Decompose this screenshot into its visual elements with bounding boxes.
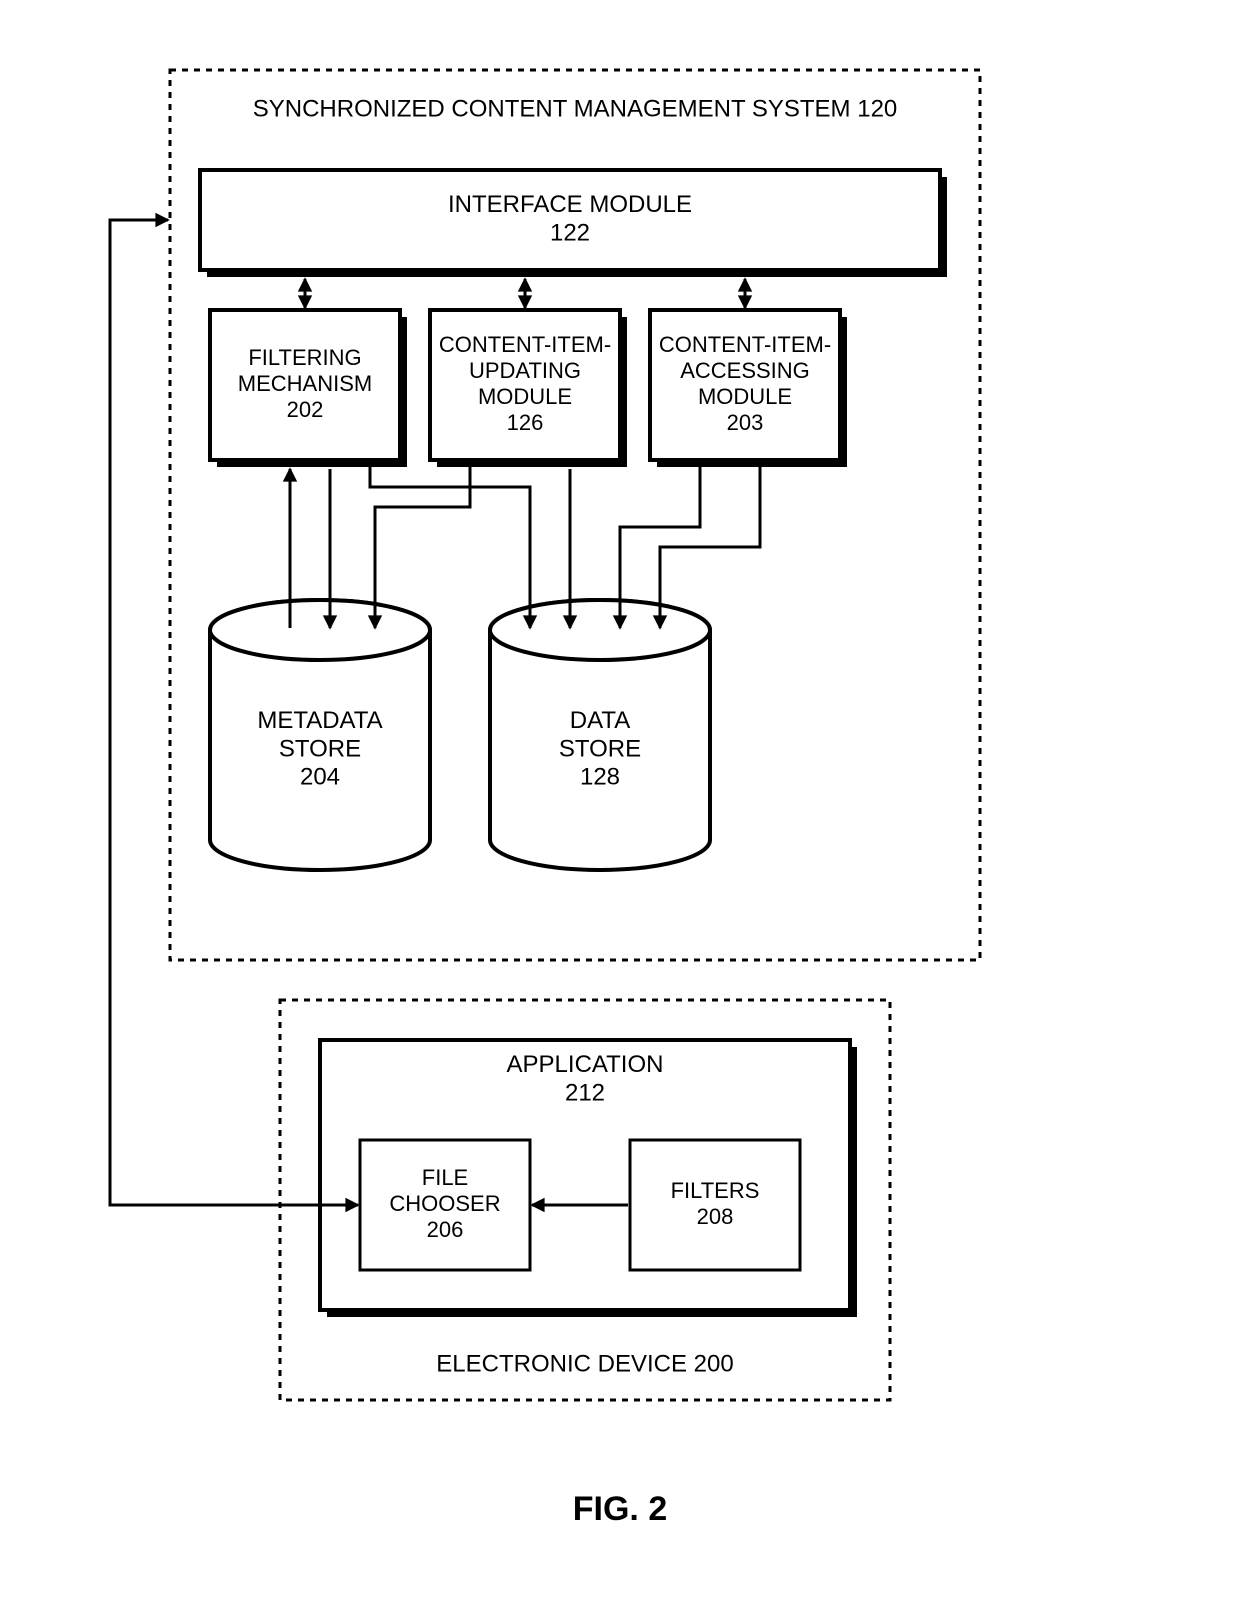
application-label: 212 xyxy=(565,1080,605,1107)
data-label: STORE xyxy=(559,735,641,762)
metadata-label: STORE xyxy=(279,735,361,762)
chooser-label: 206 xyxy=(427,1217,464,1242)
updating-label: MODULE xyxy=(478,384,572,409)
updating-label: CONTENT-ITEM- xyxy=(439,332,611,357)
filtering-label: FILTERING xyxy=(248,345,361,370)
filtering-label: MECHANISM xyxy=(238,371,372,396)
accessing-label: 203 xyxy=(727,410,764,435)
interface-label: 122 xyxy=(550,220,590,247)
accessing-label: ACCESSING xyxy=(680,358,810,383)
data-label: DATA xyxy=(570,707,630,734)
metadata-label: 204 xyxy=(300,764,340,791)
chooser-label: FILE xyxy=(422,1165,468,1190)
device-title: ELECTRONIC DEVICE 200 xyxy=(436,1350,733,1377)
interface-label: INTERFACE MODULE xyxy=(448,191,692,218)
accessing-label: CONTENT-ITEM- xyxy=(659,332,831,357)
updating-label: 126 xyxy=(507,410,544,435)
chooser-label: CHOOSER xyxy=(389,1191,500,1216)
updating-label: UPDATING xyxy=(469,358,581,383)
filtering-label: 202 xyxy=(287,397,324,422)
filters-label: 208 xyxy=(697,1204,734,1229)
application-label: APPLICATION xyxy=(507,1051,664,1078)
system-title: SYNCHRONIZED CONTENT MANAGEMENT SYSTEM 1… xyxy=(253,95,898,122)
data-label: 128 xyxy=(580,764,620,791)
accessing-label: MODULE xyxy=(698,384,792,409)
figure-caption: FIG. 2 xyxy=(573,1490,667,1528)
filters-label: FILTERS xyxy=(671,1178,760,1203)
metadata-label: METADATA xyxy=(257,707,382,734)
